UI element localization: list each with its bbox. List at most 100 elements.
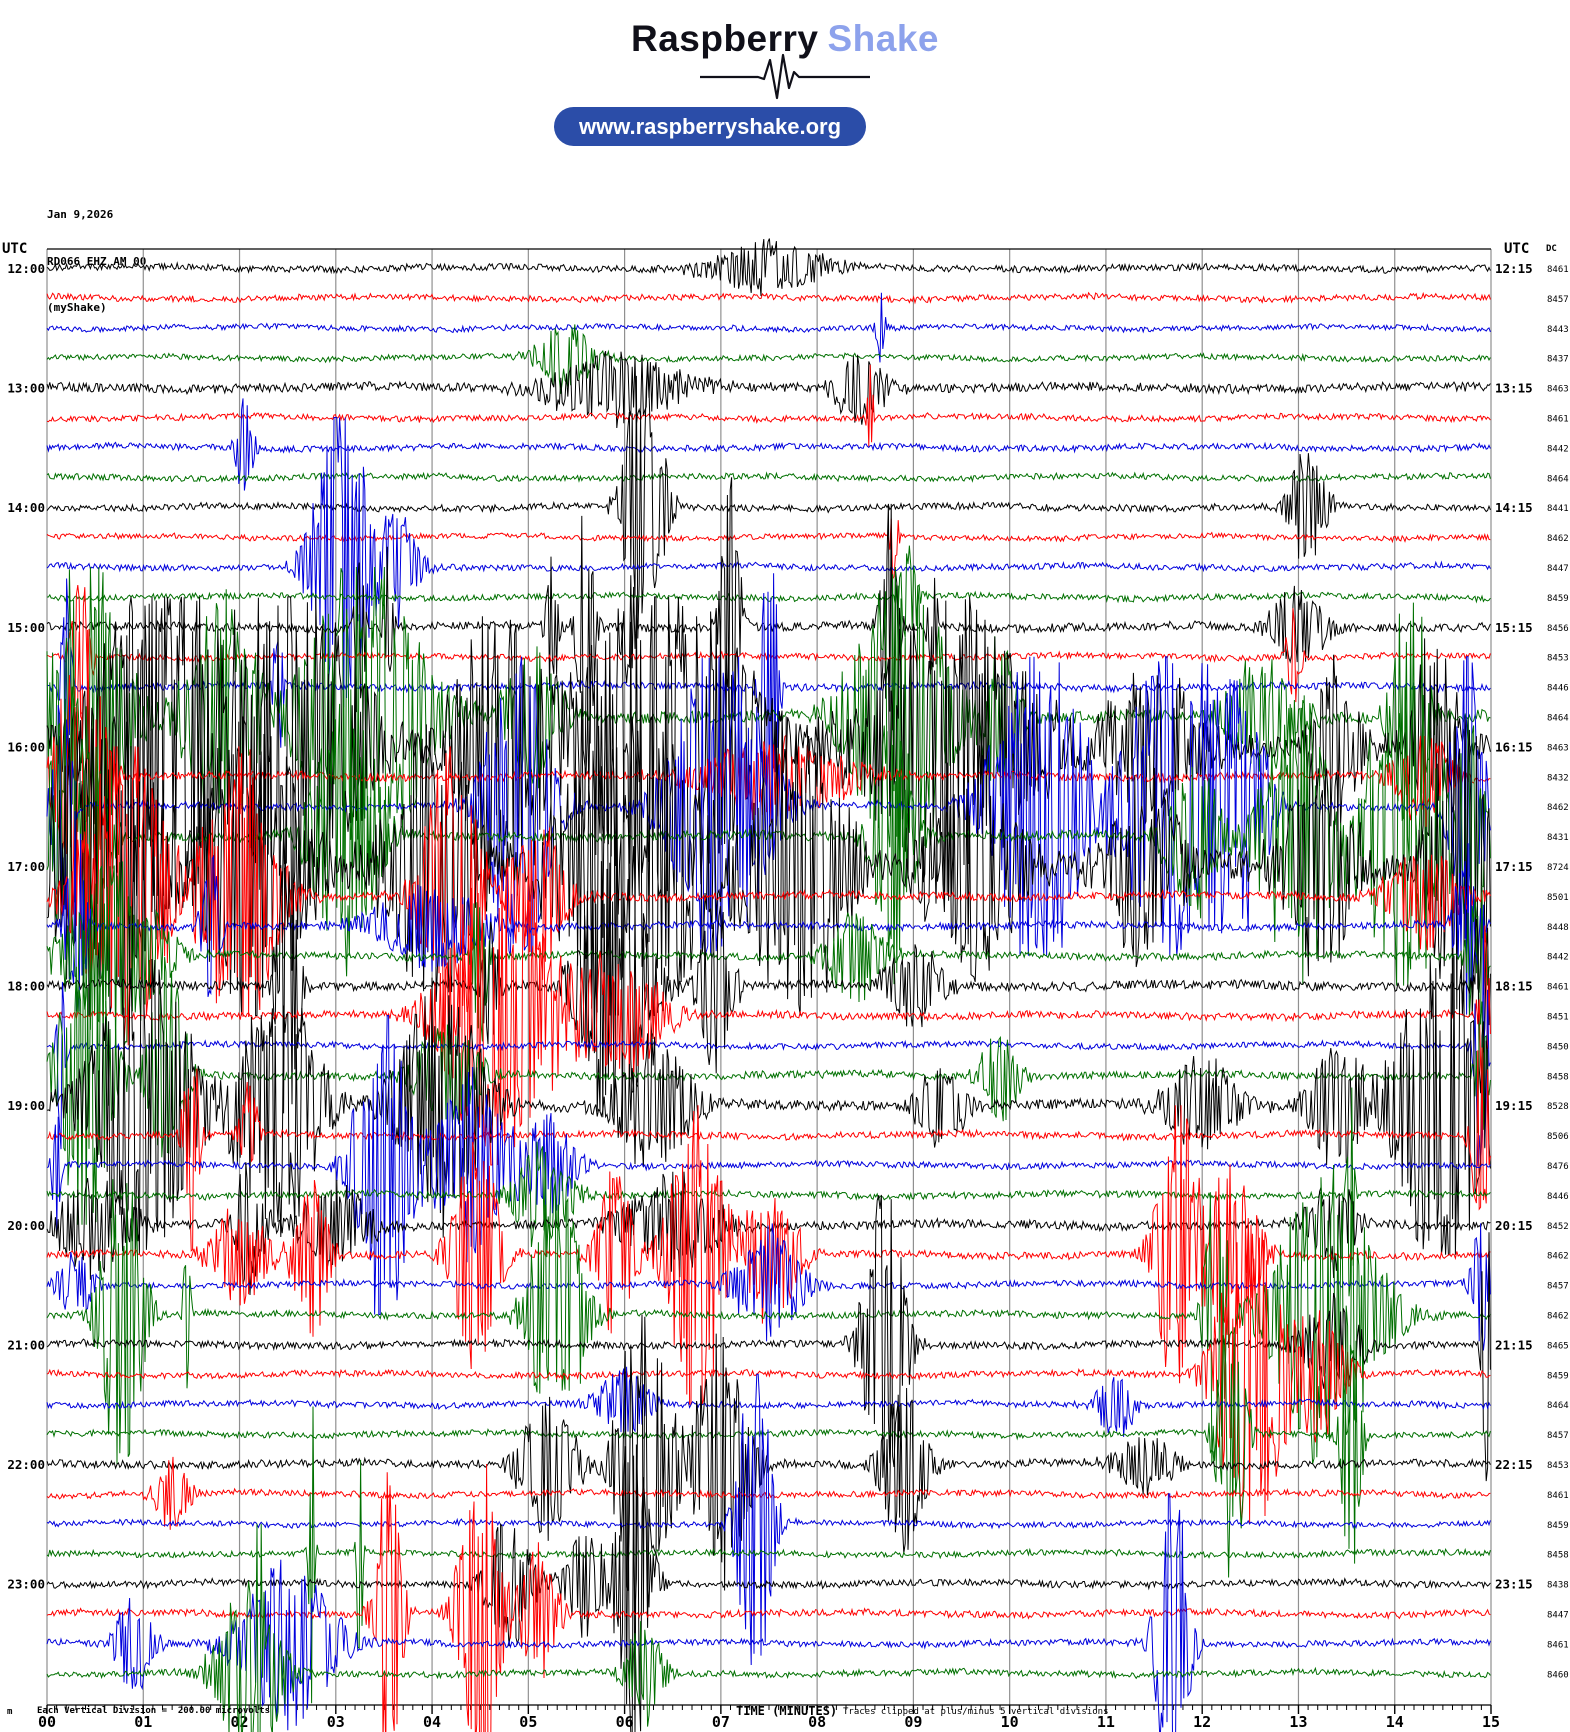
trace-row (46, 324, 1491, 394)
dc-value: 8506 (1547, 1132, 1569, 1142)
utc-right-label: 17:15 (1495, 859, 1533, 874)
trace-row (46, 836, 1491, 1136)
x-tick-label: 14 (1386, 1713, 1404, 1731)
dc-value: 8448 (1547, 923, 1569, 933)
trace-row (46, 292, 1491, 363)
dc-value: 8459 (1547, 1521, 1569, 1531)
utc-left-label: 22:00 (7, 1457, 45, 1472)
dc-value: 8451 (1547, 1013, 1569, 1023)
trace-row (46, 364, 1491, 447)
dc-value: 8465 (1547, 1341, 1569, 1351)
trace-row (46, 291, 1491, 305)
trace-row (46, 417, 1491, 708)
utc-right-label: 14:15 (1495, 500, 1533, 515)
dc-value: 8438 (1547, 1581, 1569, 1591)
x-tick-label: 15 (1482, 1713, 1500, 1731)
x-axis-title: TIME (MINUTES) (736, 1704, 838, 1718)
utc-right-label: 22:15 (1495, 1457, 1533, 1472)
utc-right-label: 13:15 (1495, 381, 1533, 396)
utc-right-label: 15:15 (1495, 620, 1533, 635)
trace-row (46, 1366, 1491, 1437)
dc-value: 8462 (1547, 1252, 1569, 1262)
x-tick-label: 00 (38, 1713, 56, 1731)
dc-value: 8458 (1547, 1072, 1569, 1082)
dc-value: 8463 (1547, 385, 1569, 395)
trace-row (46, 518, 1491, 581)
dc-value: 8461 (1547, 983, 1569, 993)
utc-left-label: 23:00 (7, 1577, 45, 1592)
trace-row (46, 746, 1491, 1046)
dc-value: 8462 (1547, 534, 1569, 544)
trace-row (46, 471, 1491, 483)
corner-mark: m (7, 1707, 13, 1717)
utc-right-label: 21:15 (1495, 1337, 1533, 1352)
seismic-pulse-icon (700, 53, 870, 100)
dc-value: 8464 (1547, 474, 1569, 484)
dc-value: 8458 (1547, 1551, 1569, 1561)
trace-row (46, 1463, 1491, 1732)
trace-row (46, 1047, 1491, 1252)
utc-left-label: 12:00 (7, 261, 45, 276)
trace-row (46, 925, 1491, 1225)
utc-left-label: 14:00 (7, 500, 45, 515)
utc-right-header: UTC (1504, 241, 1529, 257)
trace-row (46, 1105, 1491, 1405)
dc-value: 8442 (1547, 953, 1569, 963)
utc-left-label: 17:00 (7, 859, 45, 874)
trace-row (46, 1444, 1491, 1732)
x-tick-label: 12 (1193, 1713, 1211, 1731)
dc-value: 8460 (1547, 1670, 1569, 1680)
dc-value: 8453 (1547, 1461, 1569, 1471)
dc-value: 8457 (1547, 1431, 1569, 1441)
dc-header: DC (1546, 244, 1557, 254)
brand-secondary-text: Shake (827, 18, 940, 59)
x-tick-label: 01 (134, 1713, 152, 1731)
dc-value: 8442 (1547, 444, 1569, 454)
dc-value: 8452 (1547, 1222, 1569, 1232)
dc-value: 8443 (1547, 325, 1569, 335)
dc-value: 8459 (1547, 594, 1569, 604)
dc-value: 8461 (1547, 265, 1569, 275)
dc-value: 8528 (1547, 1102, 1569, 1112)
utc-right-label: 12:15 (1495, 261, 1533, 276)
dc-value: 8461 (1547, 1640, 1569, 1650)
dc-value: 8459 (1547, 1371, 1569, 1381)
trace-row (46, 1162, 1491, 1296)
utc-left-label: 19:00 (7, 1098, 45, 1113)
station-network: (myShake) (47, 301, 107, 314)
trace-row (46, 1015, 1491, 1315)
clipping-note: Traces clipped at plus/minus 5 vertical … (843, 1707, 1109, 1717)
dc-value: 8446 (1547, 1192, 1569, 1202)
brand-primary-text: Raspberry (630, 18, 819, 59)
trace-row (46, 398, 1491, 491)
x-tick-label: 09 (904, 1713, 922, 1731)
utc-right-label: 20:15 (1495, 1218, 1533, 1233)
dc-value: 8446 (1547, 684, 1569, 694)
utc-left-label: 21:00 (7, 1337, 45, 1352)
trace-row (46, 1373, 1491, 1666)
x-tick-label: 06 (616, 1713, 634, 1731)
trace-row (46, 955, 1491, 1256)
website-link-button[interactable]: www.raspberryshake.org (554, 107, 866, 146)
dc-value: 8450 (1547, 1042, 1569, 1052)
dc-value: 8476 (1547, 1162, 1569, 1172)
x-tick-label: 02 (231, 1713, 249, 1731)
trace-row (46, 596, 1491, 897)
dc-value: 8437 (1547, 355, 1569, 365)
dc-value: 8453 (1547, 654, 1569, 664)
dc-value: 8463 (1547, 743, 1569, 753)
utc-right-label: 19:15 (1495, 1098, 1533, 1113)
x-tick-label: 07 (712, 1713, 730, 1731)
dc-value: 8441 (1547, 504, 1569, 514)
dc-value: 8724 (1547, 863, 1569, 873)
x-tick-label: 13 (1289, 1713, 1307, 1731)
trace-row (46, 1223, 1491, 1351)
trace-row (46, 1305, 1491, 1578)
trace-row (46, 1087, 1491, 1297)
x-tick-label: 05 (519, 1713, 537, 1731)
utc-right-label: 23:15 (1495, 1577, 1533, 1592)
x-tick-label: 03 (327, 1713, 345, 1731)
trace-row (46, 716, 1491, 1016)
